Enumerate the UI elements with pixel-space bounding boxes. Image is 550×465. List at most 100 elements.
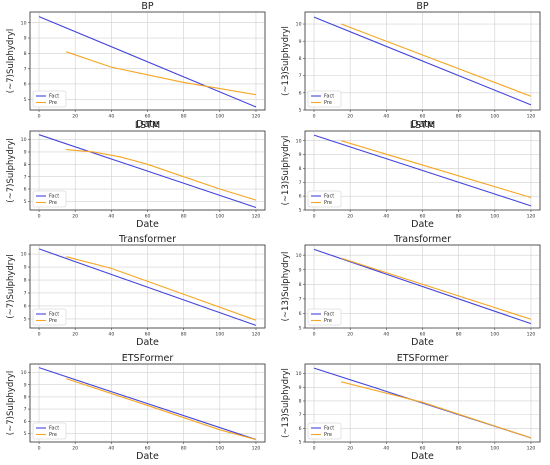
series-line-fact <box>38 134 257 209</box>
y-tick-label: 8 <box>299 56 302 62</box>
y-tick-label: 9 <box>24 36 27 42</box>
x-tick-label: 20 <box>347 114 353 120</box>
x-tick-label: 0 <box>38 446 41 452</box>
y-tick-label: 6 <box>24 419 27 425</box>
y-tick-label: 9 <box>299 385 302 391</box>
series-line-fact <box>38 16 257 108</box>
x-tick-label: 20 <box>347 214 353 220</box>
y-tick-label: 7 <box>299 296 302 302</box>
subplot-3: 0 20 40 60 80 100 1205678910FactPreLSTMDate(~7… <box>6 120 266 230</box>
y-tick-label: 6 <box>299 426 302 432</box>
x-tick-label: 100 <box>215 114 224 120</box>
x-axis-label: Date <box>136 337 159 348</box>
x-axis-label: Date <box>136 219 159 230</box>
y-axis-label: (~13)Sulphydryl <box>281 368 291 438</box>
subplot-title: ETSFormer <box>397 353 449 364</box>
x-tick-label: 120 <box>252 332 261 338</box>
x-tick-label: 100 <box>490 332 499 338</box>
y-tick-label: 10 <box>296 371 302 377</box>
x-tick-label: 20 <box>347 446 353 452</box>
x-tick-label: 40 <box>383 114 389 120</box>
y-tick-label: 9 <box>299 152 302 158</box>
subplot-title: LSTM <box>135 120 160 131</box>
x-tick-label: 120 <box>252 446 261 452</box>
y-tick-label: 10 <box>21 20 27 26</box>
legend-label-fact: Fact <box>324 312 334 318</box>
y-tick-label: 6 <box>24 82 27 88</box>
y-tick-label: 5 <box>299 326 302 332</box>
x-tick-label: 0 <box>313 446 316 452</box>
y-tick-label: 10 <box>21 252 27 258</box>
legend-label-pre: Pre <box>49 318 57 324</box>
plot-frame <box>29 130 266 211</box>
x-tick-label: 40 <box>383 332 389 338</box>
series-line-pre <box>340 257 532 320</box>
x-axis-label: Date <box>411 451 434 462</box>
series-line-fact <box>38 248 257 326</box>
y-tick-label: 8 <box>299 166 302 172</box>
y-tick-label: 9 <box>299 39 302 45</box>
subplot-title: BP <box>416 1 429 12</box>
y-tick-label: 9 <box>299 267 302 273</box>
x-tick-label: 40 <box>108 114 114 120</box>
x-tick-label: 0 <box>38 332 41 338</box>
subplot-4: 0 20 40 60 80 100 1205678910FactPreLSTMDate(~1… <box>281 120 541 230</box>
x-tick-label: 80 <box>181 332 187 338</box>
legend-label-pre: Pre <box>324 100 332 106</box>
y-tick-label: 10 <box>296 253 302 259</box>
x-tick-label: 120 <box>252 214 261 220</box>
y-tick-label: 7 <box>24 407 27 413</box>
series-line-pre <box>65 51 257 96</box>
x-tick-label: 0 <box>313 214 316 220</box>
series-line-fact <box>313 248 532 325</box>
legend-label-fact: Fact <box>49 94 59 100</box>
x-tick-label: 20 <box>72 332 78 338</box>
x-tick-label: 20 <box>72 446 78 452</box>
series-line-pre <box>65 378 257 441</box>
x-tick-label: 80 <box>181 114 187 120</box>
subplot-title: LSTM <box>410 120 435 131</box>
x-tick-label: 60 <box>145 446 151 452</box>
y-tick-label: 5 <box>299 208 302 214</box>
legend-label-pre: Pre <box>49 200 57 206</box>
y-tick-label: 8 <box>24 395 27 401</box>
y-axis-label: (~7)Sulphydryl <box>6 29 16 93</box>
plot-frame <box>304 363 541 443</box>
y-tick-label: 7 <box>299 73 302 79</box>
y-tick-label: 8 <box>24 51 27 57</box>
plot-frame <box>29 244 266 329</box>
legend-label-fact: Fact <box>324 426 334 432</box>
legend-label-fact: Fact <box>324 194 334 200</box>
y-tick-label: 10 <box>296 138 302 144</box>
series-line-pre <box>66 256 257 321</box>
y-tick-label: 8 <box>299 282 302 288</box>
y-tick-label: 7 <box>24 291 27 297</box>
x-tick-label: 60 <box>145 332 151 338</box>
x-tick-label: 60 <box>420 332 426 338</box>
x-tick-label: 100 <box>490 446 499 452</box>
y-tick-label: 10 <box>21 370 27 376</box>
x-tick-label: 80 <box>456 114 462 120</box>
legend-label-pre: Pre <box>324 432 332 438</box>
x-axis-label: Date <box>136 119 159 130</box>
y-axis-label: (~13)Sulphydryl <box>281 252 291 322</box>
y-tick-label: 9 <box>24 382 27 388</box>
y-tick-label: 5 <box>24 431 27 437</box>
x-tick-label: 40 <box>383 214 389 220</box>
x-tick-label: 120 <box>527 114 536 120</box>
series-line-fact <box>38 367 257 441</box>
x-tick-label: 80 <box>456 214 462 220</box>
y-tick-label: 5 <box>24 317 27 323</box>
series-line-pre <box>340 23 532 97</box>
y-tick-label: 6 <box>299 194 302 200</box>
x-tick-label: 0 <box>38 214 41 220</box>
x-tick-label: 40 <box>108 332 114 338</box>
plot-frame <box>304 244 541 329</box>
legend-label-pre: Pre <box>49 100 57 106</box>
plot-frame <box>304 11 541 111</box>
x-tick-label: 60 <box>420 114 426 120</box>
legend-label-pre: Pre <box>324 200 332 206</box>
